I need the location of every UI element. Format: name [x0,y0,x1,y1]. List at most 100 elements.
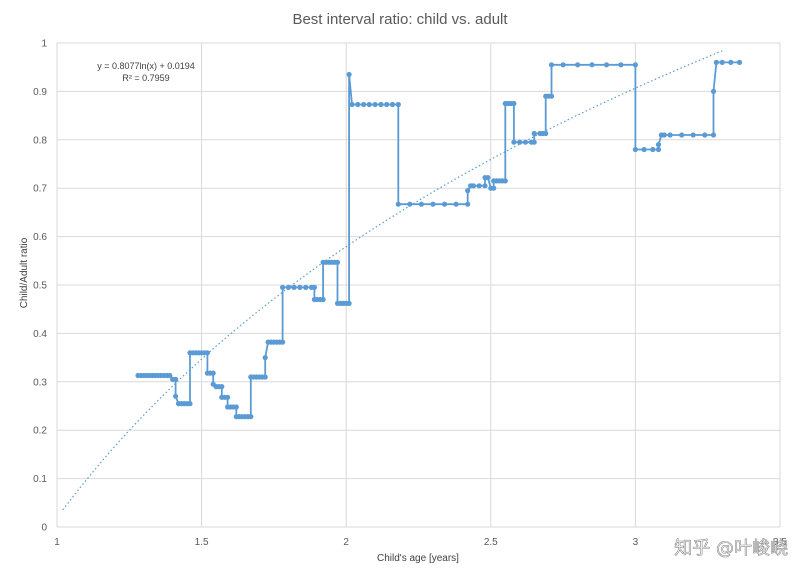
data-point [511,139,517,145]
data-point [713,59,720,65]
data-point [407,201,413,207]
data-point [453,201,459,207]
data-point [522,139,529,145]
trendline [62,50,723,511]
data-point [667,132,673,138]
data-point [575,62,581,68]
data-point [219,384,225,390]
data-point [517,139,523,145]
data-point [262,374,268,380]
data-point [548,62,555,68]
data-point [719,59,725,65]
y-tick-label: 0.6 [33,232,47,243]
data-point [531,139,537,145]
data-point [482,183,488,189]
data-point [311,284,317,290]
data-point [650,146,656,153]
data-point [531,130,537,137]
x-axis-title: Child's age [years] [377,553,459,564]
data-point [378,101,384,108]
data-point [641,146,647,153]
data-point [395,101,401,108]
y-tick-label: 0.4 [33,329,47,340]
data-point [632,62,639,68]
data-point [736,59,743,65]
data-point [167,372,173,379]
trendline-equation: y = 0.8077ln(x) + 0.0194 [97,61,195,71]
data-point [204,350,210,356]
data-point [702,132,708,138]
y-tick-label: 0.5 [33,281,47,292]
y-tick-label: 0.8 [33,135,47,146]
data-point [233,404,239,410]
data-point [465,188,471,194]
data-point [491,185,497,191]
x-tick-label: 2.5 [484,537,498,548]
data-point [303,284,309,290]
data-point [389,101,396,108]
data-point [710,132,717,138]
data-point [710,88,717,94]
data-point [655,146,662,153]
data-point [225,394,231,400]
y-axis-title: Child/Adult ratio [19,237,30,308]
x-tick-label: 3 [633,537,639,548]
data-point [280,339,286,345]
data-point [465,201,471,207]
data-point [502,178,508,184]
data-point [679,132,685,138]
data-point [372,101,378,108]
y-tick-label: 0.7 [33,184,47,195]
data-point [441,201,448,207]
data-point [285,284,291,290]
x-tick-label: 1 [54,537,60,548]
data-point [589,62,595,68]
data-point [248,414,254,420]
data-point [560,62,566,68]
y-tick-label: 0.1 [33,474,47,485]
data-point [395,201,401,207]
gridlines [56,42,781,528]
data-point [603,62,610,68]
data-point [470,183,476,189]
data-point [728,59,734,65]
data-point [346,300,352,306]
data-point [655,142,662,148]
data-point [280,284,286,290]
data-point [661,132,667,138]
y-tick-label: 0.3 [33,377,47,388]
data-point [346,71,352,78]
data-point [349,101,355,108]
watermark-text: 知乎 @叶峻峣 [674,538,788,559]
data-point [297,284,303,290]
data-point [384,101,390,108]
data-point [173,393,179,399]
data-point [262,355,268,361]
data-point [632,146,639,153]
y-tick-label: 0.9 [33,87,47,98]
y-tick-label: 0.2 [33,426,47,437]
trendline-r-squared: R² = 0.7959 [122,73,169,83]
data-point [543,130,549,137]
x-tick-labels: 1 1.5 2 2.5 3 3.5 [54,537,787,548]
data-point [320,296,326,303]
x-tick-label: 3.5 [773,537,787,548]
data-point [366,101,372,108]
data-point [291,284,297,290]
y-tick-label: 1 [41,39,47,50]
data-point [173,376,179,382]
data-point [548,93,555,99]
series-points [135,59,743,420]
data-point [430,201,436,207]
data-point [418,201,424,207]
data-point [187,401,193,407]
chart-title: Best interval ratio: child vs. adult [292,11,508,28]
data-point [355,101,361,108]
y-tick-label: 0 [41,523,47,534]
data-point [210,370,216,376]
x-tick-label: 1.5 [195,537,209,548]
data-point [476,183,482,189]
data-point [334,259,341,265]
